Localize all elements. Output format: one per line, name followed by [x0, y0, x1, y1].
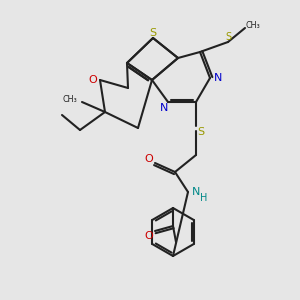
- Text: S: S: [225, 32, 231, 42]
- Text: CH₃: CH₃: [246, 20, 260, 29]
- Text: O: O: [145, 154, 153, 164]
- Text: S: S: [149, 28, 157, 38]
- Text: N: N: [192, 187, 200, 197]
- Text: S: S: [197, 127, 205, 137]
- Text: N: N: [160, 103, 168, 113]
- Text: N: N: [214, 73, 222, 83]
- Text: CH₃: CH₃: [63, 94, 77, 103]
- Text: O: O: [145, 231, 153, 241]
- Text: O: O: [88, 75, 98, 85]
- Text: H: H: [200, 193, 208, 203]
